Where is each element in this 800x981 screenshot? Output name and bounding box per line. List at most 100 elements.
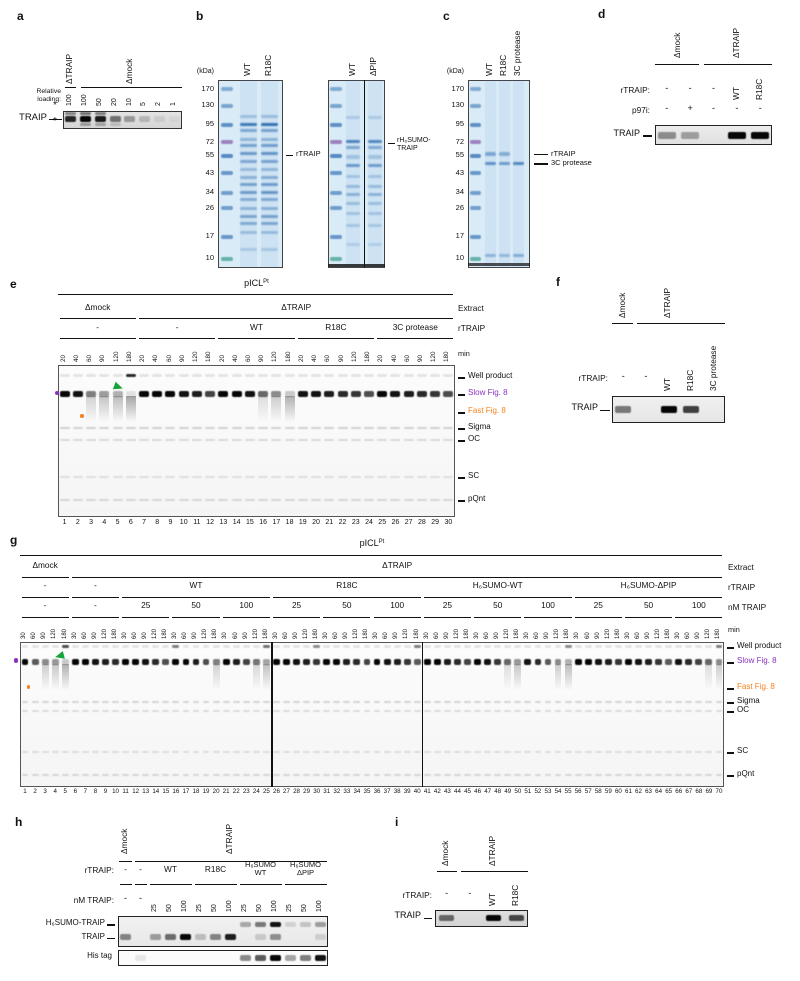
b-gel1-lane-wt-band-12 [239, 206, 257, 210]
g-time-41: 30 [423, 632, 430, 639]
g-nm-label-9: 50 [493, 600, 503, 610]
e-rtraip-label-4: 3C protease [392, 322, 438, 332]
g-time-56: 30 [574, 632, 581, 639]
g-faint-band-1-26 [273, 709, 280, 712]
g-faint-band-1-37 [383, 709, 391, 712]
g-faint-band-0-41 [423, 700, 431, 703]
g-faint-band-1-12 [132, 709, 140, 712]
g-faint-band-2-39 [403, 750, 411, 753]
g-faint-band-0-40 [413, 700, 421, 703]
h-rtraip-line-4 [239, 884, 282, 886]
b-gel1-lane-wt-band-2 [239, 128, 257, 132]
g-lane-number-38: 38 [393, 788, 401, 795]
g-faint-band-2-30 [313, 750, 321, 753]
h-rtraip-group-5-line1: ΔPIP [296, 868, 315, 877]
g-slow-band-4 [51, 658, 59, 665]
g-faint-band-3-56 [574, 773, 582, 776]
g-faint-band-1-56 [574, 709, 582, 712]
g-faint-band-3-37 [383, 773, 391, 776]
g-faint-band-0-12 [132, 700, 140, 703]
g-faint-band-2-66 [675, 750, 683, 753]
e-title-sup: Pt [263, 279, 269, 285]
e-slow-band-8 [152, 390, 163, 398]
h-his-label: His tag [87, 951, 112, 960]
b-marker2-dash [388, 142, 395, 145]
a-lower-band-4 [109, 123, 121, 126]
g-faint-band-3-30 [313, 773, 321, 776]
g-time-7: 60 [81, 632, 88, 639]
e-rtraip-label-0: - [96, 322, 100, 332]
f-extract-line-1 [636, 323, 725, 325]
b-gel2-lane-dpip-band-0 [367, 116, 382, 120]
h-nm-value-3: 50 [166, 904, 174, 912]
e-well-band-30 [443, 373, 454, 377]
g-faint-band-3-41 [423, 773, 431, 776]
a-loading-value-5: 5 [140, 102, 148, 106]
i-rtraip-label: rTRAIP: [402, 890, 432, 900]
e-slow-band-10 [178, 390, 189, 398]
b-gel2-lane-wt-band-0 [346, 116, 360, 120]
g-nm-label-12: 50 [643, 600, 654, 610]
g-faint-band-2-8 [92, 750, 99, 753]
g-faint-band-0-42 [433, 700, 441, 703]
b-gel1-lane-r18c-band-14 [260, 221, 278, 225]
g-well-band-65 [665, 644, 673, 648]
e-faint-band-3-12 [205, 498, 216, 501]
b-gel1-lane-r18c-band-13 [260, 215, 278, 219]
c-lane-wt-band-1 [484, 161, 497, 166]
b-kda-value-1: 130 [201, 100, 214, 110]
e-slow-band-13 [218, 390, 229, 398]
c-ladder-6 [470, 191, 481, 195]
e-faint-band-0-17 [271, 426, 282, 429]
g-well-band-55 [564, 644, 572, 648]
h-traip-band-14 [315, 934, 326, 940]
e-faint-band-3-11 [191, 498, 202, 501]
e-marker-dash-4 [458, 440, 465, 442]
g-slow-band-25 [262, 658, 270, 665]
f-extract-label-1: ΔTRAIP [662, 288, 673, 318]
c-lane-label-0: WT [484, 63, 495, 76]
g-well-band-6 [71, 644, 79, 648]
e-faint-band-3-8 [152, 498, 163, 501]
g-faint-band-1-53 [544, 709, 552, 712]
g-faint-band-0-19 [202, 700, 210, 703]
g-lane-number-30: 30 [313, 788, 321, 795]
e-fast-dot [80, 414, 84, 418]
e-faint-band-3-16 [258, 498, 269, 501]
g-well-band-13 [142, 644, 150, 648]
a-loading-value-6: 2 [155, 102, 163, 106]
g-slow-band-23 [242, 658, 250, 665]
g-time-68: 90 [695, 632, 702, 639]
g-faint-band-0-52 [534, 700, 542, 703]
e-faint-band-1-5 [112, 438, 123, 441]
f-band-4 [683, 406, 700, 413]
g-faint-band-1-11 [122, 709, 129, 712]
b-gel2-lane-dpip-wash [367, 80, 382, 268]
g-faint-band-0-13 [142, 700, 150, 703]
g-well-band-21 [222, 644, 230, 648]
g-faint-band-3-49 [504, 773, 512, 776]
e-smear-6 [125, 396, 136, 423]
g-lane-number-2: 2 [33, 788, 37, 795]
f-rtraip-value-4: 3C protease [707, 345, 718, 391]
e-faint-band-3-15 [244, 498, 255, 501]
g-faint-band-0-50 [514, 700, 522, 703]
g-faint-band-2-15 [162, 750, 170, 753]
g-lane-number-15: 15 [162, 788, 170, 795]
g-time-11: 30 [121, 632, 128, 639]
g-well-band-7 [81, 644, 89, 648]
e-lane-number-8: 8 [155, 519, 160, 526]
g-faint-band-0-46 [474, 700, 481, 703]
g-slow-band-5 [61, 658, 69, 665]
c-marker-label-0: rTRAIP [551, 148, 576, 158]
g-faint-band-2-61 [625, 750, 632, 753]
e-lane-number-17: 17 [272, 519, 281, 526]
h-traip-band-11 [270, 934, 281, 940]
e-time-26: 40 [390, 354, 398, 362]
e-faint-band-1-13 [218, 438, 229, 441]
g-faint-band-1-19 [202, 709, 210, 712]
g-nm-line-10 [524, 617, 572, 619]
b-kda-value-7: 26 [205, 202, 214, 212]
g-faint-band-3-55 [564, 773, 572, 776]
e-time-17: 120 [271, 351, 279, 362]
